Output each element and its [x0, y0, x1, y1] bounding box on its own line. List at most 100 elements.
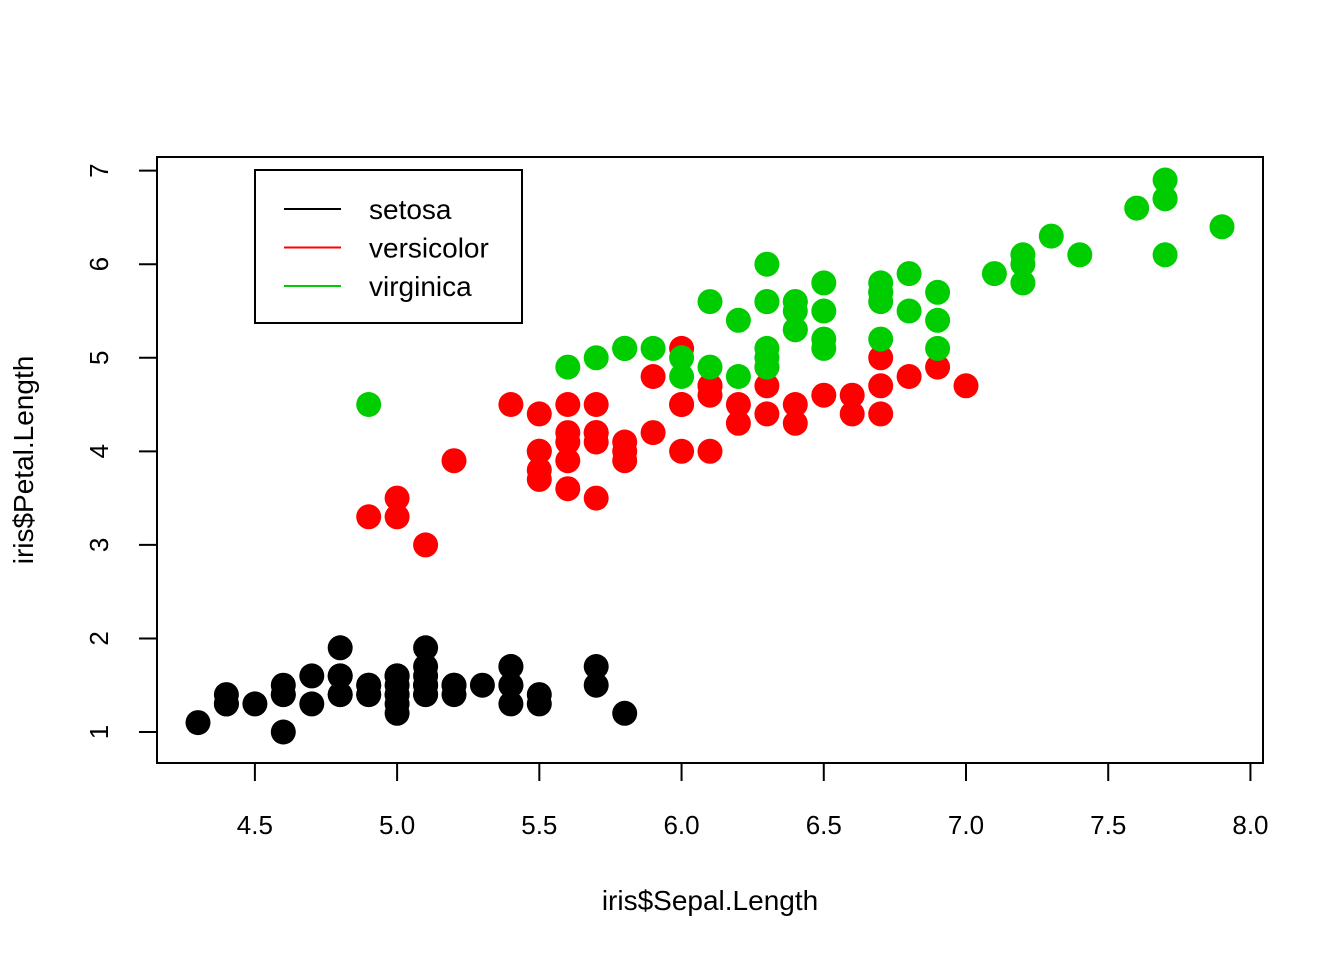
point-versicolor-36: [868, 373, 894, 399]
point-virginica-5: [1124, 195, 1150, 221]
point-virginica-38: [669, 364, 695, 389]
point-setosa-20: [498, 654, 524, 679]
point-versicolor-1: [782, 392, 808, 417]
point-setosa-47: [270, 682, 296, 708]
point-setosa-31: [498, 672, 524, 698]
point-virginica-35: [1152, 242, 1178, 268]
x-axis: 4.5 5.0 5.5 6.0 6.5 7.0 7.5 8.0: [237, 762, 1269, 840]
point-virginica-46: [754, 345, 780, 371]
point-virginica-13: [583, 345, 609, 371]
x-tick-label: 7.5: [1090, 810, 1126, 840]
point-versicolor-19: [555, 448, 581, 474]
point-versicolor-14: [555, 476, 581, 502]
point-virginica-45: [868, 326, 894, 352]
point-versicolor-41: [697, 382, 723, 408]
point-versicolor-20: [640, 364, 666, 389]
point-virginica-6: [356, 392, 382, 417]
point-versicolor-35: [669, 392, 695, 417]
point-virginica-15: [782, 317, 808, 343]
y-axis-title: iris$Petal.Length: [8, 356, 39, 565]
legend: setosa versicolor virginica: [254, 169, 523, 324]
point-versicolor-2: [925, 354, 951, 380]
x-tick-label: 8.0: [1232, 810, 1268, 840]
point-setosa-36: [526, 691, 552, 717]
point-versicolor-42: [612, 438, 638, 464]
point-virginica-18: [1152, 167, 1178, 193]
point-versicolor-34: [498, 392, 524, 417]
point-virginica-39: [925, 307, 951, 333]
point-versicolor-25: [839, 401, 865, 427]
point-setosa-32: [441, 672, 467, 698]
y-tick-label: 4: [84, 444, 114, 458]
point-versicolor-15: [868, 401, 894, 427]
point-versicolor-43: [384, 504, 410, 530]
point-versicolor-5: [583, 392, 609, 417]
x-tick-label: 5.0: [379, 810, 415, 840]
point-virginica-43: [896, 261, 922, 287]
point-virginica-22: [1152, 186, 1178, 212]
legend-label-virginica: virginica: [369, 271, 472, 302]
point-versicolor-7: [356, 504, 382, 530]
point-versicolor-8: [839, 382, 865, 408]
point-versicolor-44: [555, 420, 581, 446]
y-tick-label: 1: [84, 725, 114, 739]
point-setosa-13: [185, 710, 211, 736]
point-setosa-22: [270, 719, 296, 745]
point-virginica-42: [612, 335, 638, 361]
point-setosa-37: [356, 682, 382, 708]
point-virginica-25: [1010, 251, 1036, 277]
point-virginica-19: [669, 345, 695, 371]
point-versicolor-18: [725, 392, 751, 417]
y-tick-label: 3: [84, 538, 114, 552]
point-virginica-2: [981, 261, 1007, 287]
series-setosa: [185, 635, 638, 745]
point-versicolor-27: [868, 345, 894, 371]
legend-box: [254, 169, 523, 324]
y-tick-label: 7: [84, 163, 114, 177]
point-virginica-0: [754, 251, 780, 277]
point-versicolor-24: [782, 410, 808, 436]
point-versicolor-48: [413, 532, 439, 558]
legend-label-versicolor: versicolor: [369, 233, 489, 264]
point-versicolor-26: [896, 364, 922, 389]
y-axis: 1 2 3 4 5 6 7: [84, 163, 158, 739]
point-versicolor-10: [384, 485, 410, 511]
point-setosa-41: [242, 691, 268, 717]
point-setosa-42: [213, 691, 239, 717]
point-virginica-49: [640, 335, 666, 361]
point-setosa-2: [299, 691, 325, 717]
point-setosa-43: [384, 663, 410, 689]
x-tick-label: 4.5: [237, 810, 273, 840]
point-setosa-29: [299, 663, 325, 689]
point-virginica-16: [811, 298, 837, 324]
point-versicolor-4: [811, 382, 837, 408]
point-virginica-41: [925, 335, 951, 361]
y-tick-label: 6: [84, 257, 114, 271]
point-virginica-36: [754, 289, 780, 315]
point-virginica-37: [782, 298, 808, 324]
point-versicolor-11: [640, 420, 666, 446]
points-layer: [185, 167, 1235, 745]
point-versicolor-21: [697, 438, 723, 464]
point-virginica-29: [1010, 270, 1036, 296]
y-tick-label: 2: [84, 631, 114, 645]
series-virginica: [356, 167, 1235, 417]
point-virginica-7: [1038, 223, 1064, 249]
point-setosa-18: [583, 654, 609, 679]
point-versicolor-39: [526, 438, 552, 464]
point-setosa-14: [612, 700, 638, 726]
x-tick-label: 6.5: [806, 810, 842, 840]
point-versicolor-37: [754, 401, 780, 427]
point-setosa-44: [413, 635, 439, 661]
x-axis-title: iris$Sepal.Length: [602, 885, 818, 916]
y-tick-label: 5: [84, 351, 114, 365]
point-virginica-30: [1067, 242, 1093, 268]
point-setosa-49: [384, 682, 410, 708]
point-versicolor-49: [583, 429, 609, 455]
point-virginica-47: [811, 326, 837, 352]
legend-label-setosa: setosa: [369, 194, 452, 225]
point-versicolor-31: [526, 466, 552, 492]
point-virginica-34: [697, 289, 723, 315]
point-virginica-44: [868, 279, 894, 305]
x-tick-label: 6.0: [663, 810, 699, 840]
